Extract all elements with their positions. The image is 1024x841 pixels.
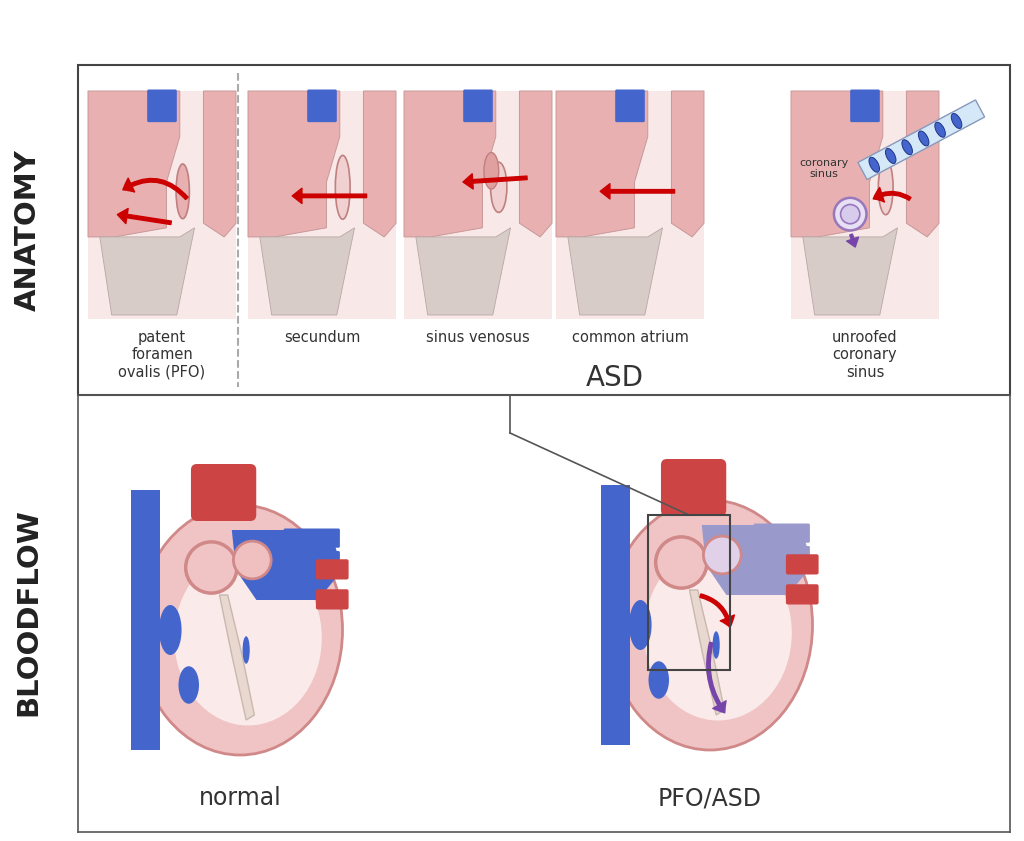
Polygon shape	[248, 91, 340, 237]
Ellipse shape	[159, 605, 181, 655]
Ellipse shape	[879, 160, 893, 214]
FancyArrowPatch shape	[123, 178, 188, 199]
Polygon shape	[556, 91, 648, 237]
Ellipse shape	[902, 140, 912, 155]
Circle shape	[655, 537, 707, 588]
Polygon shape	[672, 91, 705, 237]
Polygon shape	[803, 228, 898, 315]
Circle shape	[185, 542, 237, 593]
FancyBboxPatch shape	[660, 459, 726, 516]
FancyBboxPatch shape	[850, 89, 880, 122]
Polygon shape	[219, 595, 254, 720]
Text: ASD: ASD	[586, 364, 644, 392]
Bar	[601, 485, 630, 745]
Ellipse shape	[178, 666, 199, 704]
FancyArrowPatch shape	[847, 234, 858, 247]
Polygon shape	[791, 91, 883, 237]
Polygon shape	[260, 228, 354, 315]
FancyArrowPatch shape	[600, 183, 675, 199]
FancyBboxPatch shape	[785, 554, 818, 574]
FancyBboxPatch shape	[463, 89, 493, 122]
FancyArrowPatch shape	[118, 209, 171, 225]
Ellipse shape	[869, 157, 880, 172]
FancyArrowPatch shape	[463, 174, 527, 189]
Bar	[131, 490, 160, 750]
FancyArrowPatch shape	[707, 643, 726, 713]
Bar	[556, 91, 705, 319]
Text: BLOODFLOW: BLOODFLOW	[14, 509, 42, 717]
Text: unroofed
coronary
sinus: unroofed coronary sinus	[833, 330, 898, 380]
Ellipse shape	[629, 600, 651, 650]
Ellipse shape	[919, 131, 929, 146]
Ellipse shape	[713, 632, 720, 659]
Ellipse shape	[335, 156, 350, 220]
FancyBboxPatch shape	[315, 590, 348, 610]
Ellipse shape	[951, 114, 962, 129]
Text: normal: normal	[199, 786, 282, 810]
Bar	[88, 91, 236, 319]
Circle shape	[233, 541, 271, 579]
Polygon shape	[519, 91, 552, 237]
Circle shape	[834, 198, 866, 230]
FancyBboxPatch shape	[284, 528, 340, 547]
FancyArrowPatch shape	[873, 188, 911, 202]
Polygon shape	[364, 91, 396, 237]
Polygon shape	[689, 590, 724, 715]
Ellipse shape	[607, 500, 812, 750]
FancyArrowPatch shape	[700, 594, 734, 627]
Circle shape	[703, 537, 741, 574]
Polygon shape	[701, 525, 812, 595]
Polygon shape	[906, 91, 939, 237]
Polygon shape	[100, 228, 195, 315]
Bar	[648, 515, 730, 670]
Polygon shape	[858, 100, 985, 179]
Bar	[791, 91, 939, 319]
Ellipse shape	[886, 149, 896, 163]
FancyBboxPatch shape	[754, 546, 810, 565]
Ellipse shape	[484, 152, 499, 189]
Ellipse shape	[137, 505, 342, 755]
Bar	[404, 91, 552, 319]
Text: secundum: secundum	[284, 330, 360, 345]
Ellipse shape	[648, 661, 669, 699]
FancyBboxPatch shape	[307, 89, 337, 122]
FancyBboxPatch shape	[754, 523, 810, 542]
Text: common atrium: common atrium	[571, 330, 688, 345]
Ellipse shape	[490, 162, 507, 213]
Ellipse shape	[935, 122, 945, 137]
FancyBboxPatch shape	[315, 559, 348, 579]
Polygon shape	[416, 228, 511, 315]
FancyBboxPatch shape	[785, 584, 818, 605]
Ellipse shape	[644, 546, 792, 721]
FancyBboxPatch shape	[190, 464, 256, 521]
FancyBboxPatch shape	[284, 551, 340, 570]
Ellipse shape	[176, 164, 189, 219]
Text: coronary
sinus: coronary sinus	[799, 158, 848, 179]
Bar	[248, 91, 396, 319]
Text: ANATOMY: ANATOMY	[14, 149, 42, 311]
FancyBboxPatch shape	[615, 89, 645, 122]
Ellipse shape	[174, 551, 322, 726]
Polygon shape	[88, 91, 180, 237]
Ellipse shape	[243, 637, 250, 664]
FancyArrowPatch shape	[292, 188, 367, 204]
Polygon shape	[231, 530, 342, 600]
Polygon shape	[404, 91, 496, 237]
Polygon shape	[568, 228, 663, 315]
Circle shape	[841, 204, 860, 224]
Text: sinus venosus: sinus venosus	[426, 330, 529, 345]
Polygon shape	[204, 91, 236, 237]
Text: patent
foramen
ovalis (PFO): patent foramen ovalis (PFO)	[119, 330, 206, 380]
Text: PFO/ASD: PFO/ASD	[658, 786, 762, 810]
FancyBboxPatch shape	[147, 89, 177, 122]
Bar	[78, 65, 1010, 395]
